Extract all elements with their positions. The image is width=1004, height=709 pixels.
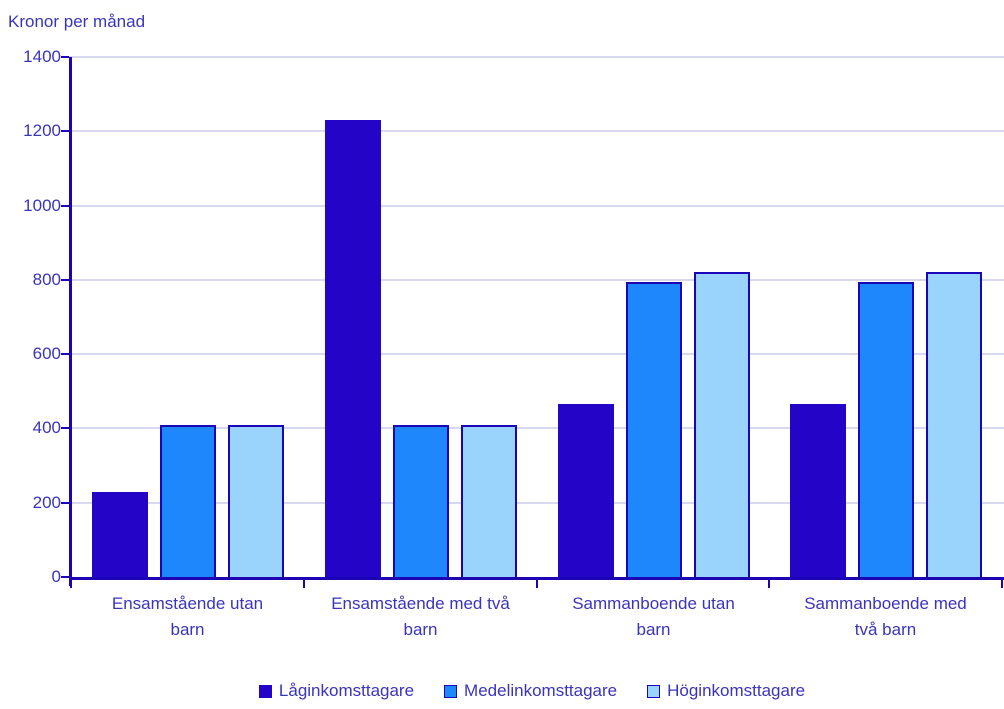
y-axis-tick-label: 1200 xyxy=(23,121,61,140)
bar-höginkomsttagare xyxy=(926,272,982,577)
legend: Låginkomsttagare Medelinkomsttagare Högink… xyxy=(0,681,1004,701)
y-axis-tick xyxy=(61,427,69,429)
y-axis-tick-label: 1000 xyxy=(23,196,61,215)
y-axis-tick xyxy=(61,279,69,281)
bar-låginkomsttagare xyxy=(92,492,148,577)
y-axis-tick xyxy=(61,353,69,355)
x-axis-category-label: Ensamstående utan barn xyxy=(71,591,304,643)
bar-höginkomsttagare xyxy=(694,272,750,577)
bar-låginkomsttagare xyxy=(790,404,846,577)
y-axis-tick xyxy=(61,502,69,504)
legend-item: Låginkomsttagare xyxy=(258,681,415,701)
x-axis-category-label: Sammanboende med två barn xyxy=(769,591,1002,643)
gridline xyxy=(69,427,1004,429)
bar-medelinkomsttagare xyxy=(393,425,449,577)
bar-höginkomsttagare xyxy=(461,425,517,577)
gridline xyxy=(69,205,1004,207)
x-axis-category-label-line: Ensamstående utan xyxy=(111,594,264,613)
legend-label: Låginkomsttagare xyxy=(278,681,415,700)
legend-item: Medelinkomsttagare xyxy=(444,681,617,701)
x-axis-tick xyxy=(1001,580,1003,588)
x-axis-category-label-line: barn xyxy=(170,620,205,639)
y-axis-tick-label: 600 xyxy=(32,344,61,363)
gridline xyxy=(69,502,1004,504)
x-axis-line xyxy=(69,577,1004,580)
y-axis-tick-label: 0 xyxy=(51,567,61,586)
gridline xyxy=(69,56,1004,58)
bar-medelinkomsttagare xyxy=(160,425,216,577)
gridline xyxy=(69,353,1004,355)
legend-swatch-icon xyxy=(258,684,272,698)
bar-medelinkomsttagare xyxy=(858,282,914,577)
bar-låginkomsttagare xyxy=(325,120,381,577)
legend-swatch-icon xyxy=(647,684,661,698)
legend-label: Höginkomsttagare xyxy=(667,681,806,700)
y-axis-unit-label: Kronor per månad xyxy=(8,12,146,31)
x-axis-category-label-line: Ensamstående med två xyxy=(331,594,510,613)
gridline xyxy=(69,130,1004,132)
legend-label: Medelinkomsttagare xyxy=(464,681,618,700)
y-axis-tick-label: 400 xyxy=(32,418,61,437)
y-axis-tick xyxy=(61,56,69,58)
x-axis-category-label-line: barn xyxy=(403,620,438,639)
y-axis-tick-label: 800 xyxy=(32,270,61,289)
y-axis-tick xyxy=(61,205,69,207)
y-axis-tick-label: 1400 xyxy=(23,47,61,66)
bar-låginkomsttagare xyxy=(558,404,614,577)
x-axis-category-label-line: Sammanboende med xyxy=(804,594,967,613)
x-axis-category-label: Ensamstående med två barn xyxy=(304,591,537,643)
legend-item: Höginkomsttagare xyxy=(647,681,805,701)
x-axis-category-label-line: två barn xyxy=(854,620,917,639)
gridline xyxy=(69,279,1004,281)
legend-swatch-icon xyxy=(444,684,458,698)
bar-medelinkomsttagare xyxy=(626,282,682,577)
x-axis-category-label-line: barn xyxy=(636,620,671,639)
x-axis-tick xyxy=(768,580,770,588)
x-axis-category-label: Sammanboende utan barn xyxy=(537,591,770,643)
bar-höginkomsttagare xyxy=(228,425,284,577)
x-axis-category-label-line: Sammanboende utan xyxy=(572,594,735,613)
y-axis-tick-label: 200 xyxy=(32,493,61,512)
x-axis-tick xyxy=(303,580,305,588)
y-axis-line xyxy=(69,57,72,586)
x-axis-tick xyxy=(536,580,538,588)
y-axis-tick xyxy=(61,130,69,132)
y-axis-tick xyxy=(61,576,69,578)
x-axis-tick xyxy=(70,580,72,588)
